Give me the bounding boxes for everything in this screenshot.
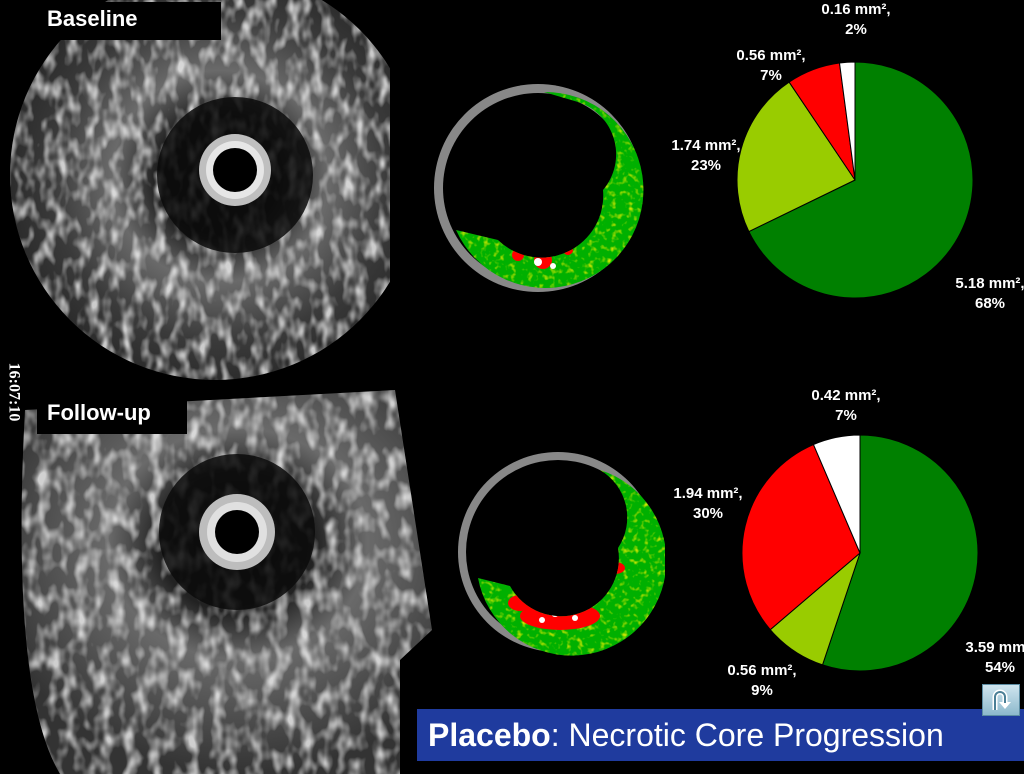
banner-title: : Necrotic Core Progression xyxy=(550,717,944,753)
pie-0-label-0-percent: 68% xyxy=(975,295,1005,312)
pie-1-label-3-percent: 7% xyxy=(835,407,857,424)
followup-ivus-image xyxy=(21,390,432,774)
pie-1-label-1-percent: 9% xyxy=(751,682,773,699)
pie-0-slice-3 xyxy=(838,61,856,181)
pie-0-label-3-value: 0.16 mm², xyxy=(821,1,890,18)
pie-1-slice-2 xyxy=(741,443,861,631)
banner-bold-title: Placebo xyxy=(428,717,551,753)
pie-1-slice-0 xyxy=(821,434,979,672)
title-banner: Placebo: Necrotic Core Progression xyxy=(417,709,1024,761)
pie-0-slice-1 xyxy=(736,81,856,233)
pie-0-label-3-percent: 2% xyxy=(845,21,867,38)
baseline-vh-map xyxy=(434,84,644,292)
pie-1-label-2-value: 1.94 mm², xyxy=(673,485,742,502)
pie-1-label-0-percent: 54% xyxy=(985,659,1015,676)
pie-0-label-1-value: 1.74 mm², xyxy=(671,137,740,154)
followup-label: Follow-up xyxy=(37,396,187,434)
pie-0-label-2-value: 0.56 mm², xyxy=(736,47,805,64)
back-button[interactable] xyxy=(982,684,1020,716)
pie-1-label-3-value: 0.42 mm², xyxy=(811,387,880,404)
pie-1-label-0-value: 3.59 mm², xyxy=(965,639,1024,656)
pie-1-label-2-percent: 30% xyxy=(693,505,723,522)
pie-0-label-1-percent: 23% xyxy=(691,157,721,174)
pie-0-slice-0 xyxy=(748,61,974,299)
pie-0-label-2-percent: 7% xyxy=(760,67,782,84)
baseline-label: Baseline xyxy=(37,2,221,40)
pie-charts: 5.18 mm², 68% 1.74 mm², 23% 0.56 mm², 7% 0.16 … xyxy=(671,1,1024,699)
followup-vh-map xyxy=(458,452,665,656)
pie-1-label-1-value: 0.56 mm², xyxy=(727,662,796,679)
u-turn-back-icon xyxy=(992,689,1011,710)
pie-1-slice-3 xyxy=(812,434,861,554)
baseline-ivus-image xyxy=(10,0,400,392)
pie-0-label-0-value: 5.18 mm², xyxy=(955,275,1024,292)
